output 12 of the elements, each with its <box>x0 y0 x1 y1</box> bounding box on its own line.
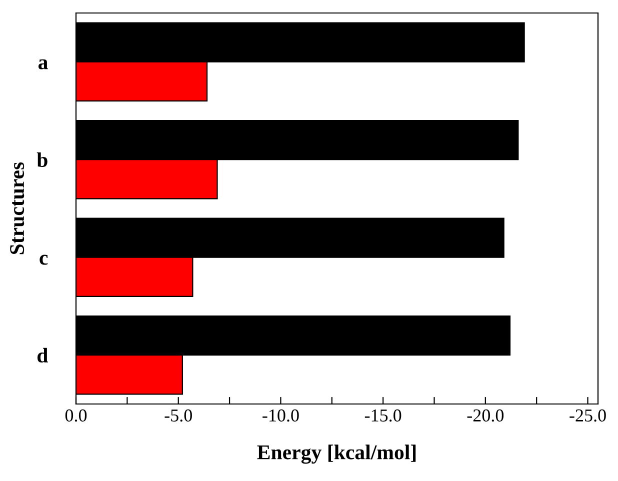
x-tick-label: -15.0 <box>364 409 402 422</box>
y-axis-title: Structures <box>10 162 24 254</box>
x-tick-label: -10.0 <box>262 409 299 422</box>
y-tick-label: a <box>38 59 48 70</box>
x-tick-label: -20.0 <box>467 409 504 422</box>
x-axis-title: Energy [kcal/mol] <box>257 444 416 464</box>
y-tick-label: b <box>36 152 48 168</box>
y-tick-label: c <box>40 254 48 265</box>
x-tick-label: 0.0 <box>65 409 87 422</box>
y-tick-label: d <box>37 348 48 363</box>
x-tick-label: -5.0 <box>164 409 192 422</box>
x-tick-label: -25.0 <box>570 409 606 422</box>
